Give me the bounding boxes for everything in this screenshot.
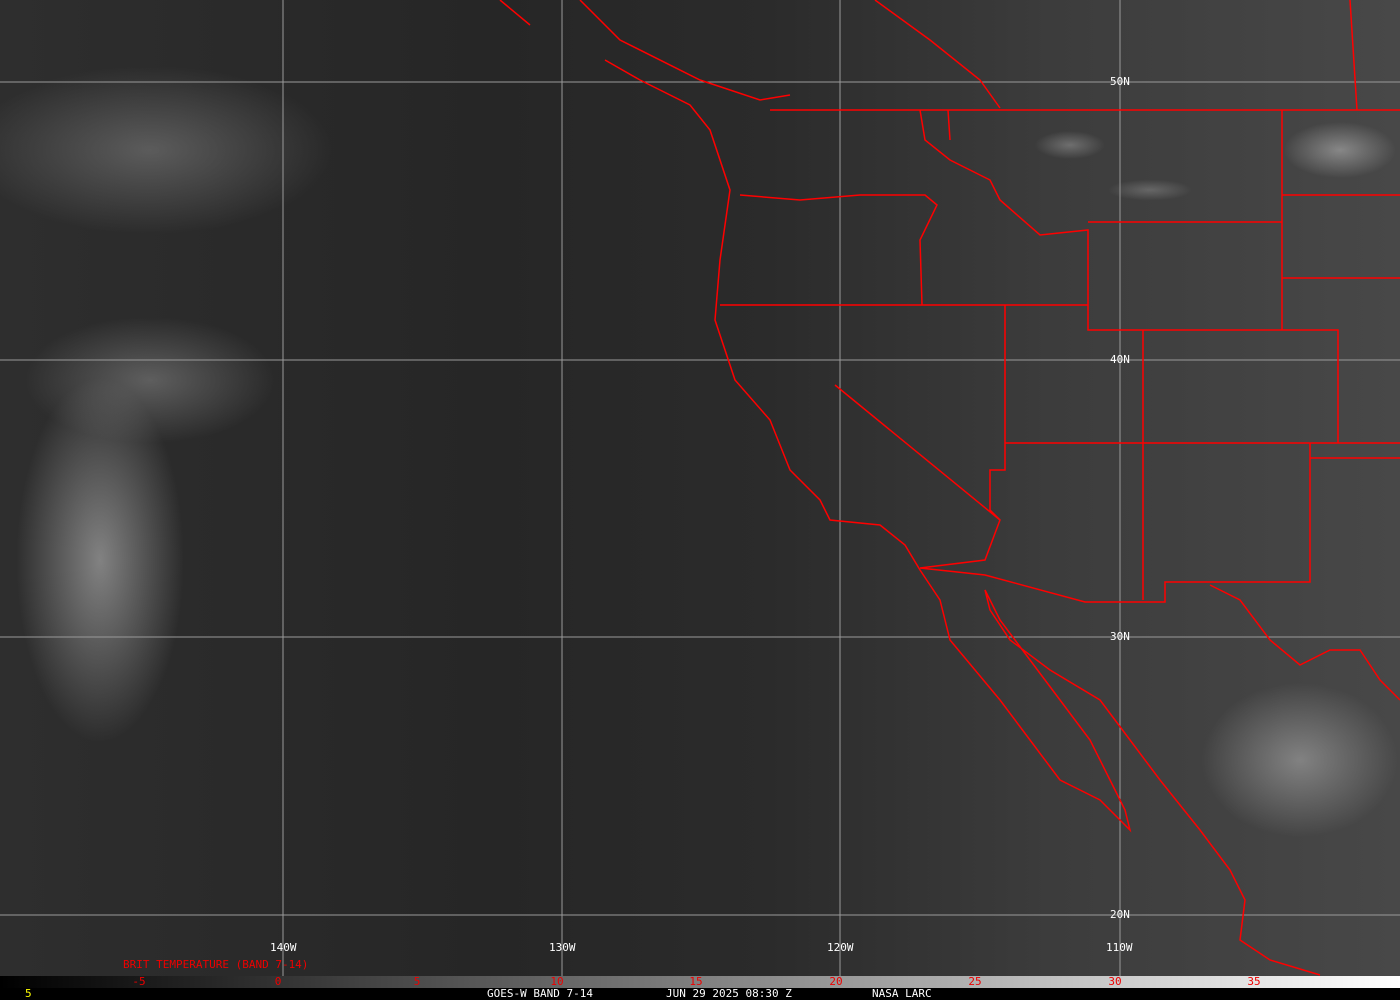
- footer-bar: [0, 988, 1400, 1000]
- colorbar-tick: 30: [1108, 975, 1122, 988]
- lat-label-40n: 40N: [1110, 353, 1130, 366]
- lat-label-50n: 50N: [1110, 75, 1130, 88]
- colorbar-tick: 10: [550, 975, 564, 988]
- colorbar-tick: 35: [1247, 975, 1261, 988]
- colorbar-tick: 0: [274, 975, 282, 988]
- lon-label-110w: 110W: [1106, 941, 1133, 954]
- colorbar-tick: 15: [689, 975, 703, 988]
- temperature-colorbar: [0, 976, 1400, 988]
- colorbar-tick: 20: [829, 975, 843, 988]
- west-coastline: [604, 59, 1321, 976]
- satellite-band: GOES-W BAND 7-14: [487, 987, 593, 1000]
- image-datetime: JUN 29 2025 08:30 Z: [666, 987, 792, 1000]
- canada-coast: [499, 0, 1358, 111]
- credit: NASA LARC: [872, 987, 932, 1000]
- state-borders: [720, 109, 1400, 603]
- colorbar-tick: -5: [132, 975, 146, 988]
- lat-label-20n: 20N: [1110, 908, 1130, 921]
- lon-label-120w: 120W: [827, 941, 854, 954]
- colorbar-tick: 25: [968, 975, 982, 988]
- colorbar-title: BRIT TEMPERATURE (BAND 7-14): [123, 958, 309, 971]
- frame-number: 5: [25, 987, 32, 1000]
- political-borders: [499, 0, 1400, 976]
- lon-label-140w: 140W: [270, 941, 297, 954]
- lon-label-130w: 130W: [549, 941, 576, 954]
- lat-lon-grid: [0, 0, 1400, 976]
- mexico-east-coast: [1209, 584, 1400, 701]
- lat-label-30n: 30N: [1110, 630, 1130, 643]
- map-overlay: [0, 0, 1400, 976]
- satellite-imagery: [0, 0, 1400, 976]
- colorbar-tick: 5: [413, 975, 421, 988]
